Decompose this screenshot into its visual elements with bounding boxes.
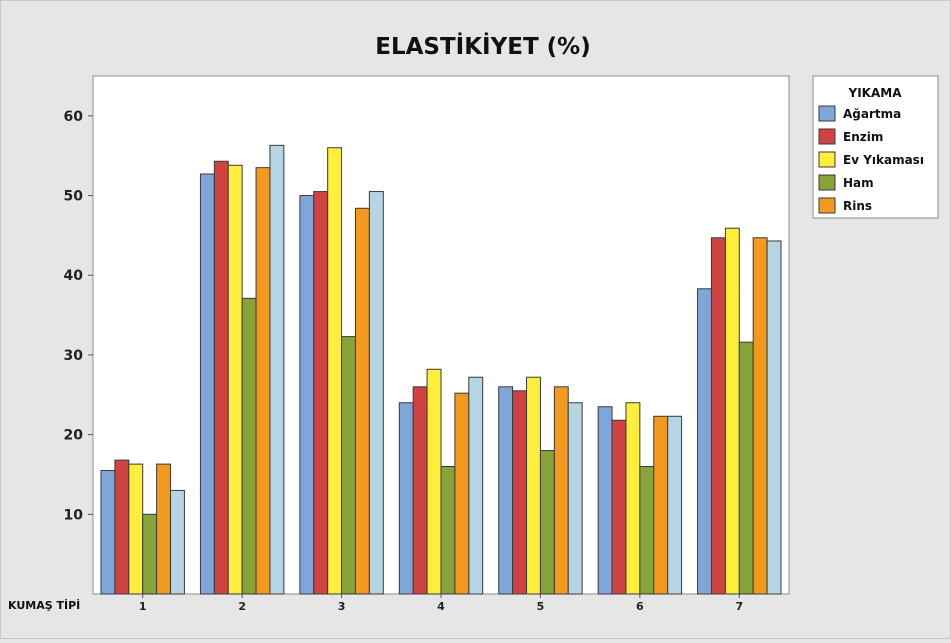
bar [468, 376, 484, 595]
bar [697, 288, 712, 595]
y-tick-label: 30 [64, 348, 84, 364]
x-tick-label: 1 [139, 600, 147, 613]
bar [611, 419, 627, 595]
x-tick-label: 3 [338, 600, 346, 613]
x-tick-label: 5 [537, 600, 545, 613]
y-tick-label: 20 [64, 428, 84, 444]
bar [199, 173, 215, 595]
bar [426, 368, 442, 595]
bar [710, 237, 726, 595]
legend-swatch [818, 128, 836, 145]
bar [313, 191, 329, 595]
bar [539, 450, 555, 595]
bar [341, 336, 356, 595]
bar [597, 406, 613, 595]
bar [625, 402, 641, 595]
bar [354, 207, 370, 595]
legend-label: Enzim [843, 130, 883, 144]
bar [412, 386, 428, 595]
bar [639, 465, 655, 595]
x-tick-label: 2 [238, 600, 246, 613]
x-axis: 1 2 3 4 5 6 7 [139, 594, 743, 613]
bar [142, 513, 158, 595]
y-tick-label: 40 [64, 268, 84, 284]
bar [368, 191, 384, 595]
legend-label: Ev Yıkaması [843, 153, 924, 167]
bar [255, 167, 271, 595]
bar [213, 160, 229, 595]
legend-label: Rins [843, 199, 872, 213]
legend-label: Ham [843, 176, 874, 190]
x-axis-label: KUMAŞ TİPİ [8, 598, 80, 612]
bar [667, 415, 683, 595]
x-tick-label: 6 [636, 600, 644, 613]
bar [440, 465, 456, 595]
legend-label: Ağartma [843, 107, 901, 121]
bar [269, 144, 285, 595]
bar [553, 386, 569, 595]
x-tick-label: 7 [735, 600, 743, 613]
legend: YIKAMA Ağartma Enzim Ev Yıkaması Ham Rins [812, 75, 939, 219]
bar [227, 164, 243, 595]
bar [114, 459, 130, 595]
bar [567, 402, 583, 595]
y-tick-label: 60 [64, 109, 84, 125]
y-axis: 10 20 30 40 50 60 [64, 109, 93, 523]
legend-swatch [818, 151, 836, 168]
legend-swatch [818, 197, 836, 214]
bar [327, 147, 343, 595]
bar [128, 463, 144, 595]
chart-title: ELASTİKİYET (%) [375, 32, 591, 60]
bar [498, 386, 514, 595]
legend-swatch [818, 174, 836, 191]
bar [766, 240, 782, 595]
legend-box [812, 75, 939, 219]
bar [299, 195, 315, 595]
bar [398, 402, 414, 595]
bar [100, 469, 116, 595]
bars [100, 144, 782, 595]
x-tick-label: 4 [437, 600, 445, 613]
bar [526, 376, 541, 595]
bar [170, 489, 185, 595]
legend-title: YIKAMA [848, 86, 903, 100]
y-tick-label: 50 [64, 189, 84, 205]
bar [454, 392, 470, 595]
bar [752, 237, 768, 595]
legend-swatch [818, 105, 836, 122]
bar [156, 463, 172, 595]
bar [241, 297, 257, 595]
bar [724, 227, 740, 595]
y-tick-label: 10 [64, 507, 84, 523]
bar [512, 390, 528, 595]
bar [738, 341, 754, 595]
bar [653, 415, 669, 595]
